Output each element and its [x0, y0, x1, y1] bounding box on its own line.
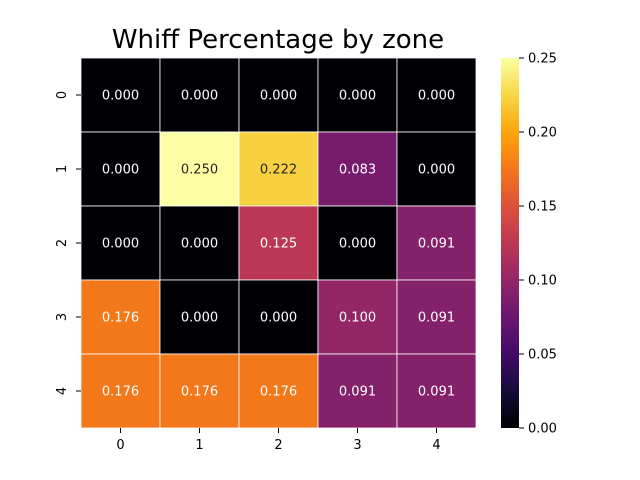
- x-tick-label: 2: [274, 438, 282, 453]
- heatmap-cell: [238, 57, 319, 133]
- cell-value-label: 0.176: [102, 311, 139, 326]
- heatmap-cell: [317, 57, 398, 133]
- cell-value-label: 0.000: [418, 89, 455, 104]
- heatmap-cell: [396, 57, 477, 133]
- heatmap-cell: [238, 279, 319, 355]
- y-tick-label: 3: [55, 313, 70, 321]
- heatmap-cell: [396, 131, 477, 207]
- cell-value-label: 0.000: [260, 89, 297, 104]
- y-tick-label: 1: [55, 165, 70, 173]
- cell-value-label: 0.100: [339, 311, 376, 326]
- heatmap-cell: [317, 205, 398, 281]
- cell-value-label: 0.000: [418, 163, 455, 178]
- heatmap-cell: [80, 57, 161, 133]
- cell-value-label: 0.176: [102, 385, 139, 400]
- heatmap-cell: [317, 279, 398, 355]
- cell-value-label: 0.000: [339, 89, 376, 104]
- colorbar-gradient: [501, 58, 519, 428]
- x-tick-label: 4: [432, 438, 440, 453]
- heatmap-cell: [238, 131, 319, 207]
- heatmap-cells: 0.000 0.000 0.000 0.000 0.000 0.000 0.250 0.222…: [80, 57, 477, 429]
- x-tick-label: 1: [195, 438, 203, 453]
- heatmap-cell: [396, 205, 477, 281]
- cell-value-label: 0.091: [418, 385, 455, 400]
- colorbar-tick-label: 0.10: [528, 274, 557, 289]
- y-tick-label: 0: [55, 91, 70, 99]
- y-axis: 0 1 2 3 4: [55, 91, 81, 395]
- cell-value-label: 0.000: [102, 89, 139, 104]
- cell-value-label: 0.176: [260, 385, 297, 400]
- chart-title: Whiff Percentage by zone: [112, 25, 444, 55]
- cell-value-label: 0.125: [260, 237, 297, 252]
- heatmap-cell: [80, 131, 161, 207]
- x-tick-label: 3: [353, 438, 361, 453]
- colorbar-tick-label: 0.25: [528, 52, 557, 67]
- cell-value-label: 0.176: [181, 385, 218, 400]
- colorbar-tick-label: 0.20: [528, 126, 557, 141]
- heatmap-cell: [159, 353, 240, 429]
- x-axis: 0 1 2 3 4: [116, 428, 441, 453]
- cell-value-label: 0.091: [418, 311, 455, 326]
- x-tick-label: 0: [116, 438, 124, 453]
- cell-value-label: 0.091: [418, 237, 455, 252]
- cell-value-label: 0.222: [260, 163, 297, 178]
- y-tick-label: 4: [55, 387, 70, 395]
- heatmap-cell: [80, 353, 161, 429]
- cell-value-label: 0.000: [260, 311, 297, 326]
- cell-value-label: 0.083: [339, 163, 376, 178]
- colorbar-tick-label: 0.05: [528, 348, 557, 363]
- heatmap-cell: [238, 205, 319, 281]
- cell-value-label: 0.000: [181, 89, 218, 104]
- cell-value-label: 0.250: [181, 163, 218, 178]
- cell-value-label: 0.000: [339, 237, 376, 252]
- heatmap-cell: [159, 205, 240, 281]
- colorbar-tick-label: 0.00: [528, 422, 557, 437]
- heatmap-cell: [396, 353, 477, 429]
- cell-value-label: 0.000: [102, 237, 139, 252]
- cell-value-label: 0.000: [102, 163, 139, 178]
- heatmap-cell: [238, 353, 319, 429]
- colorbar-tick-label: 0.15: [528, 200, 557, 215]
- heatmap-cell: [159, 279, 240, 355]
- cell-value-label: 0.000: [181, 237, 218, 252]
- cell-value-label: 0.000: [181, 311, 218, 326]
- heatmap-cell: [159, 57, 240, 133]
- y-tick-label: 2: [55, 239, 70, 247]
- cell-value-label: 0.091: [339, 385, 376, 400]
- heatmap-cell: [396, 279, 477, 355]
- colorbar: 0.00 0.05 0.10 0.15 0.20 0.25: [501, 52, 557, 437]
